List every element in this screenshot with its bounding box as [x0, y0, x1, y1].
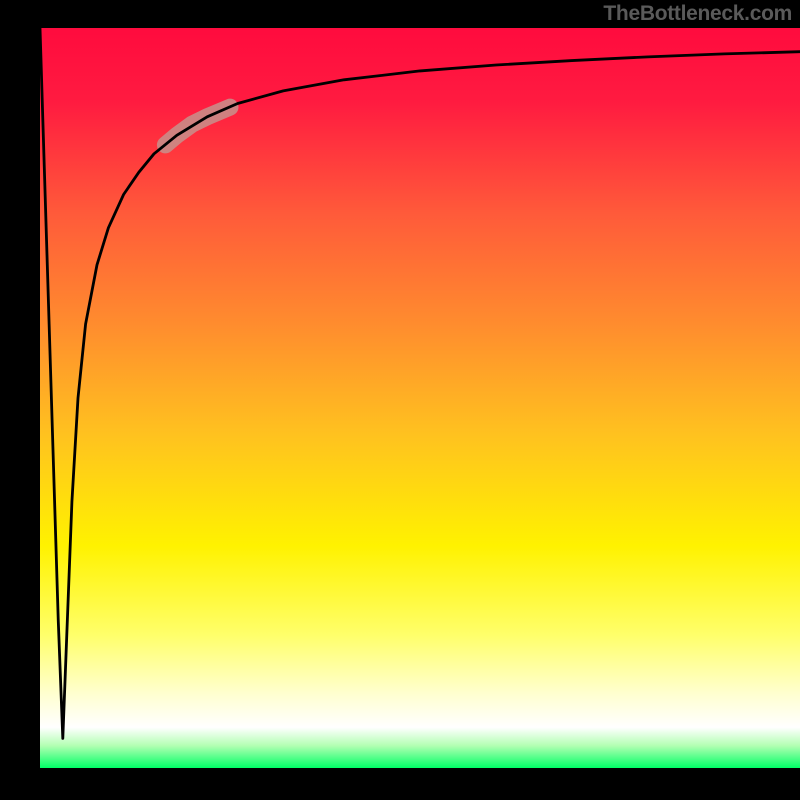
plot-area — [40, 28, 800, 768]
highlight-segment — [165, 107, 230, 145]
attribution-text: TheBottleneck.com — [603, 2, 792, 26]
curve-svg — [40, 28, 800, 768]
chart-container: TheBottleneck.com — [0, 0, 800, 800]
main-curve — [40, 28, 800, 738]
